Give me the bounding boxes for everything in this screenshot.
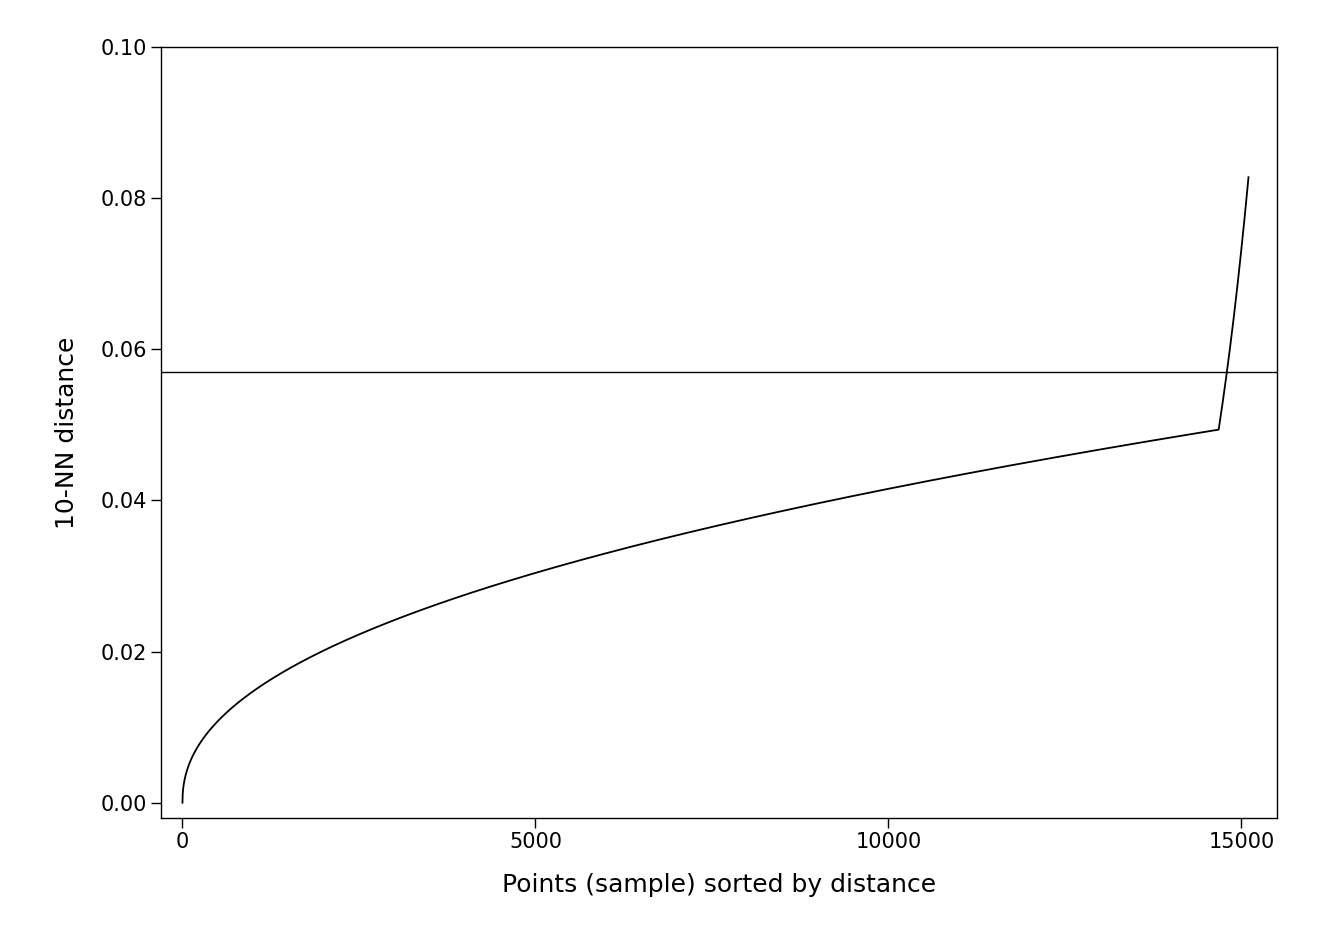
Y-axis label: 10-NN distance: 10-NN distance [55,337,79,528]
X-axis label: Points (sample) sorted by distance: Points (sample) sorted by distance [501,873,937,897]
